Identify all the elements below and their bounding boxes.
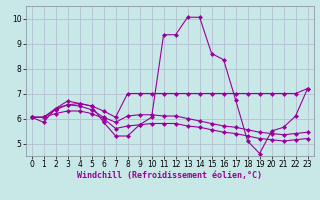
X-axis label: Windchill (Refroidissement éolien,°C): Windchill (Refroidissement éolien,°C) [77,171,262,180]
